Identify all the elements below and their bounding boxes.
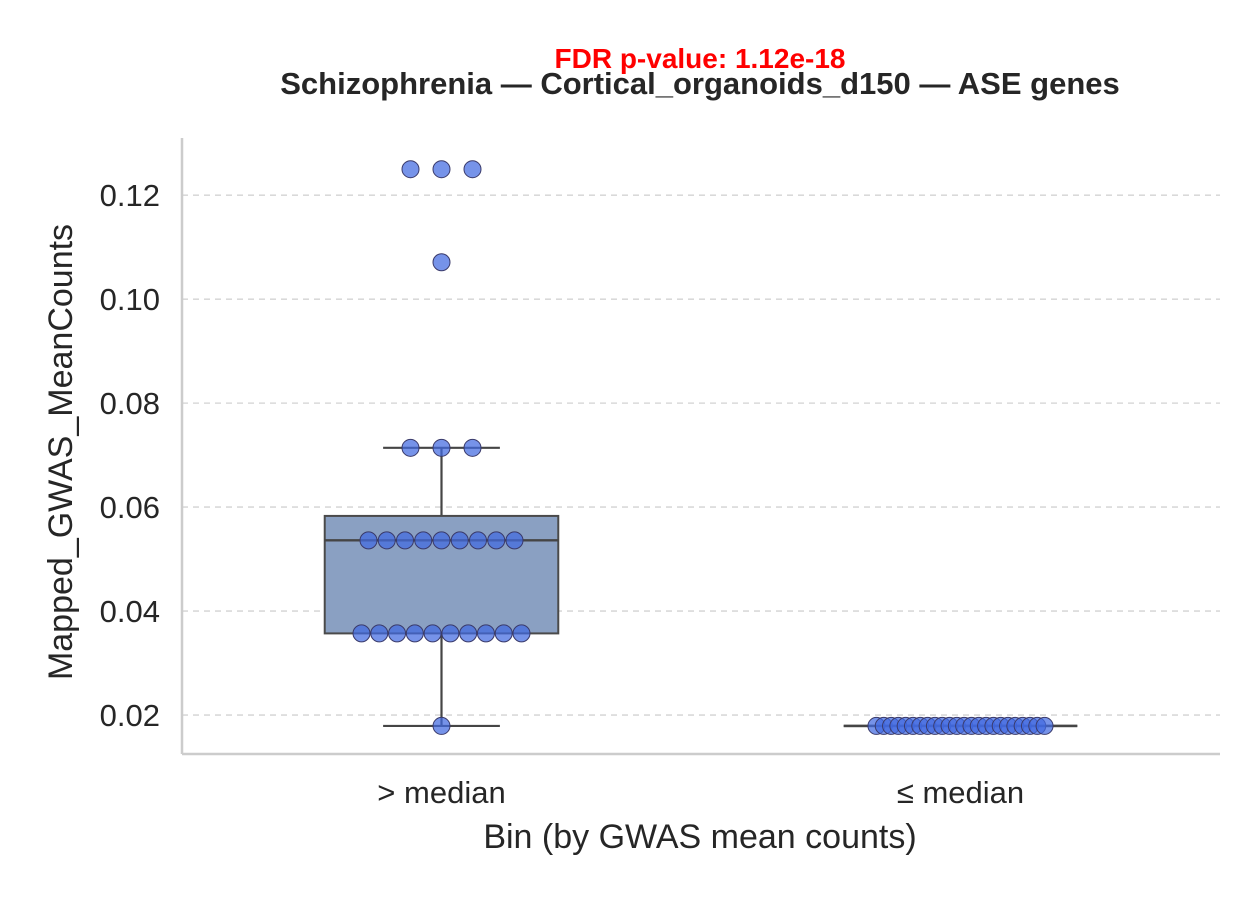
data-point [441, 624, 460, 643]
data-point [432, 438, 451, 457]
data-point [469, 531, 487, 550]
y-tick-label: 0.10 [100, 282, 160, 317]
data-point [405, 624, 424, 643]
data-point [414, 531, 433, 550]
data-point [432, 160, 451, 179]
data-point [432, 253, 451, 272]
data-point [450, 531, 469, 550]
data-point [494, 624, 513, 643]
grid-lines [182, 194, 1220, 716]
data-point [487, 531, 506, 550]
data-point [352, 624, 371, 643]
y-tick-labels: 0.02 0.04 0.06 0.08 0.10 0.12 [100, 178, 160, 733]
data-point [505, 531, 524, 550]
data-point [432, 716, 451, 735]
x-tick-label: > median [377, 775, 505, 810]
data-point [396, 531, 414, 550]
y-tick-label: 0.08 [100, 386, 160, 421]
data-point [463, 438, 482, 457]
data-point [370, 624, 389, 643]
data-point [388, 624, 407, 643]
data-point [463, 160, 482, 179]
box-plots [323, 446, 1078, 728]
data-point [459, 624, 478, 643]
data-point [401, 160, 420, 179]
data-point [1035, 716, 1054, 735]
y-axis-label: Mapped_GWAS_MeanCounts [42, 224, 80, 680]
fdr-annotation: FDR p-value: 1.12e-18 [555, 43, 846, 74]
x-axis-label: Bin (by GWAS mean counts) [483, 818, 916, 856]
data-point [377, 531, 396, 550]
strip-points [352, 160, 1054, 735]
chart-title: Schizophrenia — Cortical_organoids_d150 … [280, 66, 1120, 101]
y-tick-label: 0.04 [100, 594, 160, 629]
data-point [423, 624, 442, 643]
y-tick-label: 0.12 [100, 178, 160, 213]
data-point [512, 624, 531, 643]
y-tick-label: 0.02 [100, 698, 160, 733]
data-point [359, 531, 378, 550]
data-point [476, 624, 495, 643]
x-tick-labels: > median ≤ median [377, 775, 1024, 810]
data-point [432, 531, 451, 550]
x-tick-label: ≤ median [897, 775, 1024, 810]
y-tick-label: 0.06 [100, 490, 160, 525]
data-point [401, 438, 420, 457]
